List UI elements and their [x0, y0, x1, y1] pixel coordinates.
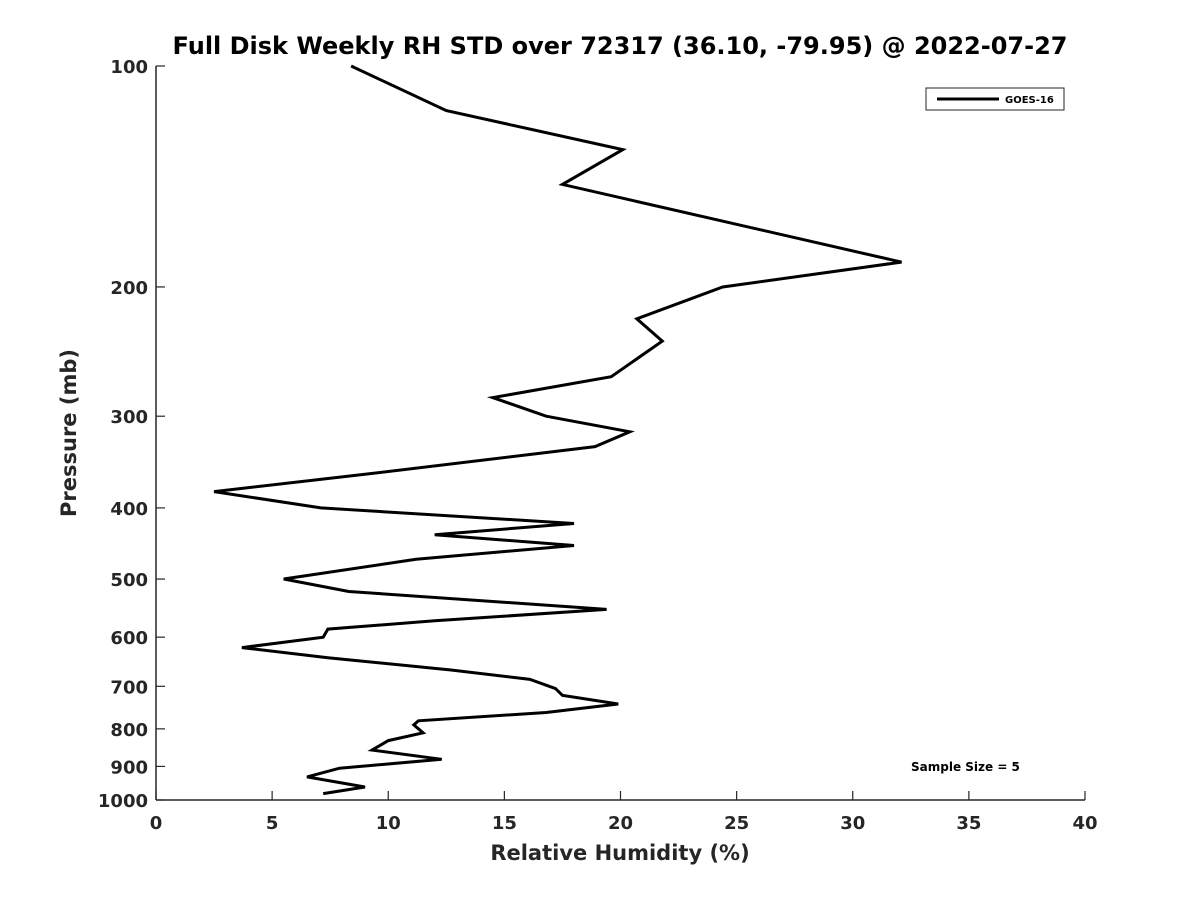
x-tick-label: 20	[608, 813, 633, 834]
y-axis-label: Pressure (mb)	[57, 349, 81, 517]
x-tick-label: 10	[376, 813, 401, 834]
legend: GOES-16	[925, 87, 1065, 111]
x-axis-ticks: 0 5 10 15 20 25 30 35 40	[150, 791, 1098, 834]
y-tick-label: 900	[110, 757, 148, 778]
x-tick-label: 5	[266, 813, 279, 834]
y-tick-label: 500	[110, 570, 148, 591]
y-tick-label: 700	[110, 677, 148, 698]
x-tick-label: 30	[840, 813, 865, 834]
x-tick-label: 35	[956, 813, 981, 834]
legend-label: GOES-16	[1005, 95, 1054, 106]
series-line-goes-16	[213, 64, 902, 796]
x-tick-label: 25	[724, 813, 749, 834]
x-tick-label: 15	[492, 813, 517, 834]
y-tick-label: 1000	[98, 791, 148, 812]
y-tick-label: 400	[110, 499, 148, 520]
x-tick-label: 40	[1072, 813, 1097, 834]
y-tick-label: 200	[110, 278, 148, 299]
y-axis-ticks: 100 200 300 400 500 600 700 800 900 1000	[98, 57, 165, 812]
y-tick-label: 300	[110, 407, 148, 428]
x-axis-label: Relative Humidity (%)	[490, 841, 749, 865]
y-tick-label: 100	[110, 57, 148, 78]
plot-area	[156, 66, 1085, 800]
y-tick-label: 600	[110, 628, 148, 649]
x-tick-label: 0	[150, 813, 163, 834]
y-tick-label: 800	[110, 720, 148, 741]
sample-size-annotation: Sample Size = 5	[911, 760, 1020, 774]
chart-title: Full Disk Weekly RH STD over 72317 (36.1…	[173, 32, 1068, 60]
